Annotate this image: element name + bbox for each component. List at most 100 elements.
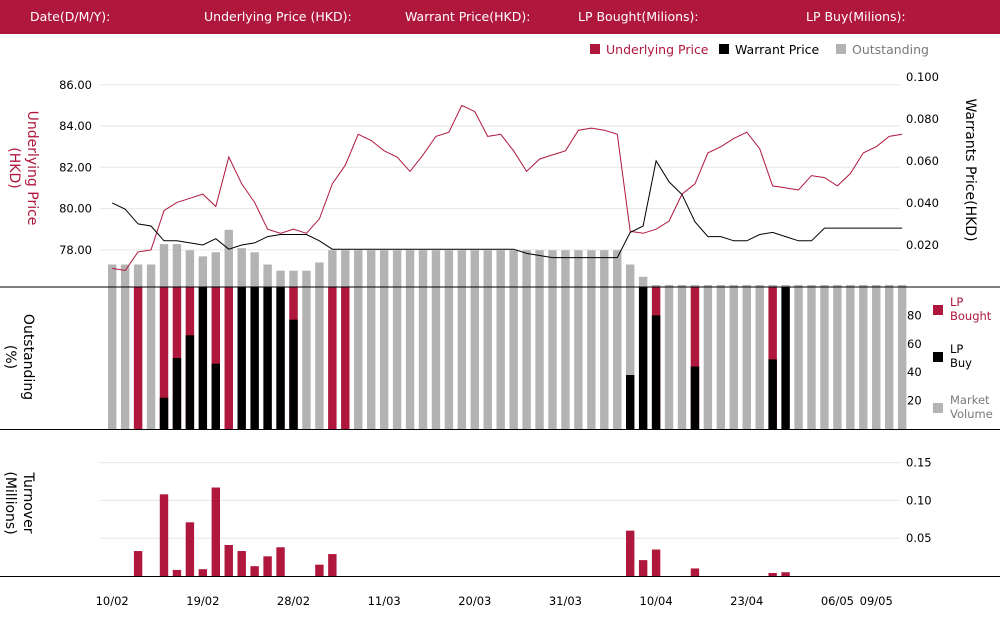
turnover-bar (690, 568, 700, 576)
underlying-tick-label: 82.00 (59, 160, 92, 174)
outstanding-tick-label: 20 (907, 394, 922, 408)
underlying-axis-title: (HKD) (6, 147, 22, 188)
turnover-bar (198, 569, 208, 576)
market-volume-bar (703, 287, 713, 429)
outstanding-bar (108, 264, 117, 287)
lp-buy-bar (651, 315, 661, 429)
outstanding-bar (289, 270, 298, 287)
market-volume-bar (535, 287, 544, 429)
outstanding-bar (379, 250, 389, 287)
legend-swatch (590, 44, 600, 54)
turnover-bar (315, 564, 324, 576)
axes (0, 286, 1000, 577)
turnover-axis-title: (Millions) (2, 471, 18, 534)
turnover-bar (638, 560, 648, 576)
outstanding-bar (794, 284, 803, 287)
legend-label: Volume (950, 407, 993, 421)
outstanding-tick-label: 80 (907, 308, 922, 322)
market-volume-bar (742, 287, 751, 429)
outstanding-bars (108, 229, 907, 287)
turnover-bar (651, 549, 661, 576)
market-volume-bar (600, 287, 609, 429)
outstanding-bar (470, 250, 479, 287)
outstanding-bar (172, 244, 182, 287)
outstanding-bar (613, 250, 622, 287)
outstanding-bar (133, 264, 143, 287)
market-volume-bar (807, 287, 816, 429)
outstanding-bar (431, 250, 441, 287)
lp-buy-bar (237, 287, 246, 429)
lp-buy-bar (638, 287, 648, 429)
warrant-axis-title: Warrants Price(HKD) (962, 98, 978, 241)
warrant-tick-label: 0.080 (906, 112, 939, 126)
lp-buy-bar (198, 287, 208, 429)
underlying-axis-title: Underlying Price (24, 111, 40, 226)
market-volume-bar (418, 287, 428, 429)
market-volume-bar (470, 287, 479, 429)
outstanding-bar (444, 250, 454, 287)
market-volume-bar (820, 287, 829, 429)
outstanding-bar (535, 250, 544, 287)
outstanding-bar (859, 284, 868, 287)
turnover-bar (211, 487, 220, 576)
outstanding-bar (250, 252, 259, 287)
outstanding-bar (211, 252, 220, 287)
lp-buy-bar (626, 375, 635, 429)
legend-swatch (933, 305, 943, 315)
turnover-bar (328, 554, 337, 576)
legend-swatch (836, 44, 846, 54)
outstanding-bar (781, 284, 790, 287)
turnover-bar (250, 566, 259, 576)
outstanding-bar (341, 250, 350, 287)
outstanding-bar (768, 284, 777, 287)
outstanding-bar (820, 284, 829, 287)
market-volume-bar (509, 287, 518, 429)
lp-bought-bar (133, 287, 143, 429)
underlying-tick-label: 86.00 (59, 78, 92, 92)
outstanding-bar (561, 250, 570, 287)
market-volume-bar (897, 287, 907, 429)
outstanding-bar (755, 284, 764, 287)
outstanding-bar (509, 250, 518, 287)
outstanding-bar (626, 264, 635, 287)
market-volume-bar (755, 287, 764, 429)
x-tick-label: 10/02 (96, 594, 129, 608)
turnover-bar (224, 544, 233, 576)
outstanding-bar (833, 284, 842, 287)
outstanding-bar (198, 256, 208, 287)
legend-label: Outstanding (852, 42, 929, 57)
underlying-tick-label: 84.00 (59, 119, 92, 133)
turnover-tick-label: 0.10 (906, 493, 932, 507)
underlying-tick-label: 80.00 (59, 202, 92, 216)
underlying-price-line (112, 104, 903, 272)
warrant-price-label: Warrant Price(HKD): (405, 9, 531, 24)
market-volume-bar (367, 287, 376, 429)
outstanding-bar (328, 250, 337, 287)
lp-buy-label: LP Buy(Milions): (806, 9, 906, 24)
market-volume-bar (302, 287, 311, 429)
market-volume-bar (457, 287, 467, 429)
market-volume-bar (405, 287, 415, 429)
lp-buy-bar (211, 363, 220, 429)
outstanding-bar (677, 284, 687, 287)
market-volume-bar (716, 287, 726, 429)
market-volume-bar (146, 287, 156, 429)
lp-buy-bar (289, 319, 298, 429)
market-volume-bar (872, 287, 881, 429)
legend-swatch (719, 44, 729, 54)
lp-bought-bar (159, 287, 169, 429)
turnover-bar (133, 551, 143, 576)
x-tick-label: 11/03 (368, 594, 401, 608)
outstanding-bar (807, 284, 816, 287)
outstanding-bar (716, 284, 726, 287)
market-volume-bar (379, 287, 389, 429)
lp-buy-bar (781, 287, 790, 429)
outstanding-bar (587, 250, 596, 287)
outstanding-bar (885, 284, 894, 287)
market-volume-bar (120, 287, 130, 429)
outstanding-axis-title: Outstanding (20, 314, 36, 400)
lp-bought-bar (211, 287, 220, 429)
market-volume-bar (587, 287, 596, 429)
date-label: Date(D/M/Y): (30, 9, 111, 24)
outstanding-bar (522, 250, 531, 287)
